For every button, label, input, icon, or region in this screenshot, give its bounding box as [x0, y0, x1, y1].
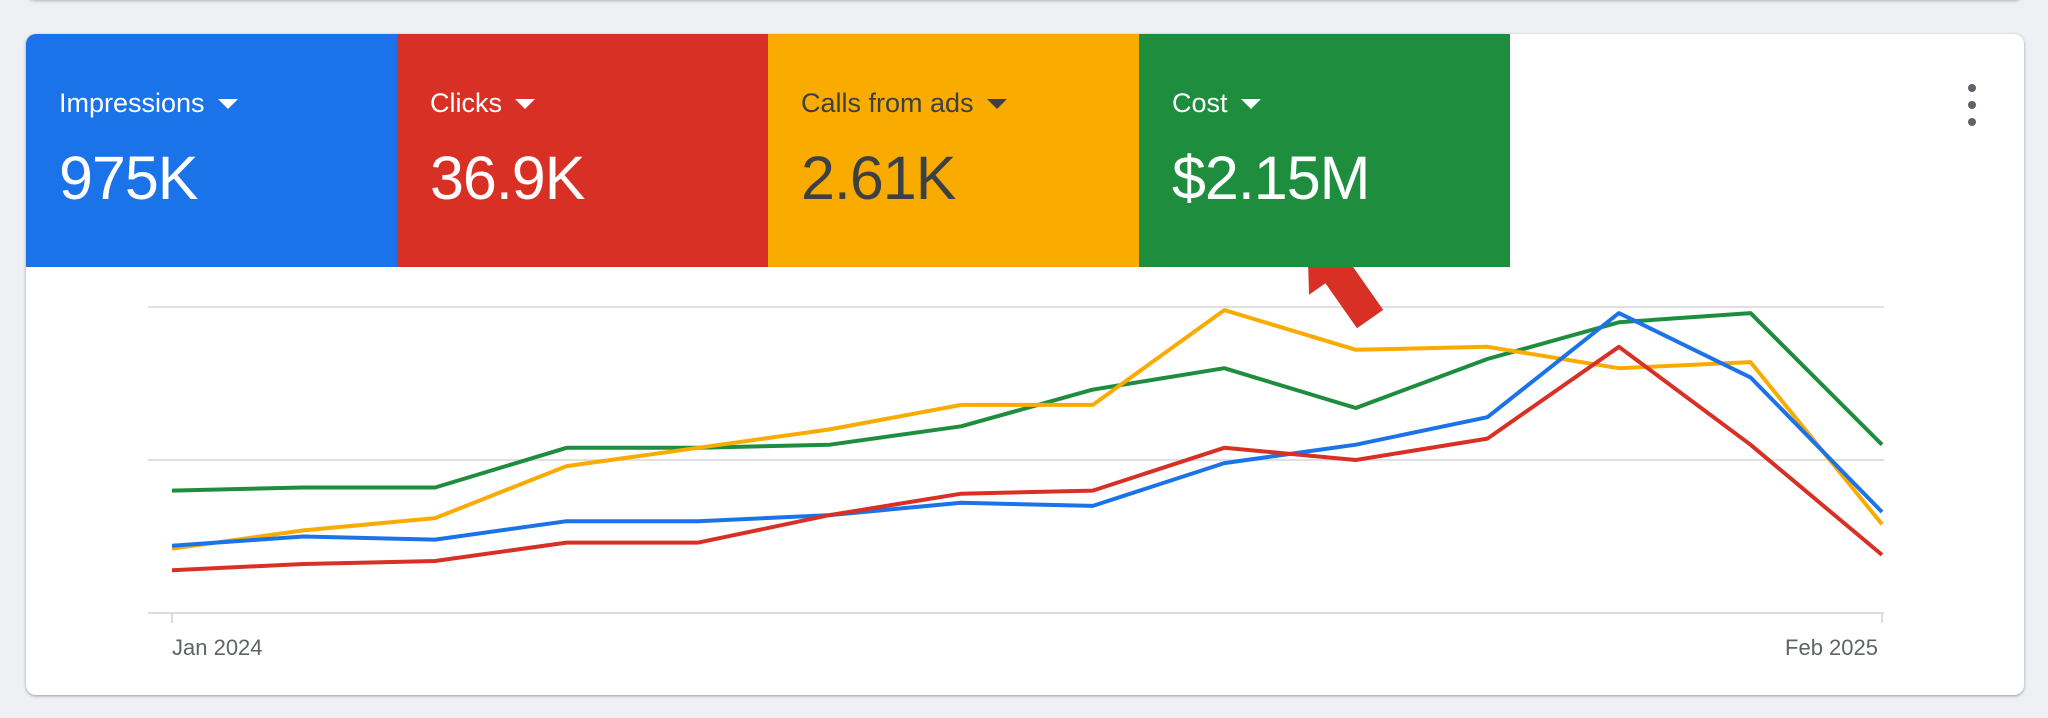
metric-tile-clicks[interactable]: Clicks 36.9K	[397, 34, 768, 267]
caret-down-icon[interactable]	[515, 99, 535, 109]
series-line-cost	[171, 311, 1884, 493]
metric-tile-cost[interactable]: Cost $2.15M	[1139, 34, 1510, 267]
metric-label: Clicks	[430, 87, 502, 118]
metric-tile-calls-from-ads[interactable]: Calls from ads 2.61K	[768, 34, 1139, 267]
metric-selector-cost[interactable]: Cost	[1172, 86, 1510, 120]
metric-value: 36.9K	[430, 144, 585, 212]
metric-selector-clicks[interactable]: Clicks	[430, 86, 768, 120]
caret-down-icon[interactable]	[1240, 99, 1261, 109]
metric-label: Impressions	[59, 87, 205, 118]
metric-tile-impressions[interactable]: Impressions 975K	[26, 34, 397, 267]
series-line-impressions	[171, 311, 1884, 548]
metric-selector-impressions[interactable]: Impressions	[59, 86, 397, 120]
more-vert-icon-dot	[1968, 118, 1976, 126]
series-line-calls-from-ads	[171, 308, 1884, 551]
metric-value: 975K	[59, 144, 198, 212]
metric-value: 2.61K	[801, 144, 956, 212]
performance-card: Impressions 975K Clicks 36.9K Calls from…	[26, 34, 2024, 695]
x-axis-start-label: Jan 2024	[172, 635, 263, 660]
metric-value: $2.15M	[1172, 144, 1370, 212]
metric-label: Cost	[1172, 87, 1228, 118]
metric-tiles: Impressions 975K Clicks 36.9K Calls from…	[26, 34, 1510, 267]
more-options-button[interactable]	[1960, 84, 1984, 126]
caret-down-icon[interactable]	[217, 99, 238, 109]
series-line-clicks	[171, 344, 1884, 573]
metric-label: Calls from ads	[801, 87, 974, 118]
metric-selector-calls-from-ads[interactable]: Calls from ads	[801, 86, 1139, 120]
more-vert-icon-dot	[1968, 101, 1976, 109]
x-axis-end-label: Feb 2025	[1785, 635, 1878, 660]
more-vert-icon	[1968, 84, 1976, 92]
caret-down-icon[interactable]	[986, 99, 1007, 109]
